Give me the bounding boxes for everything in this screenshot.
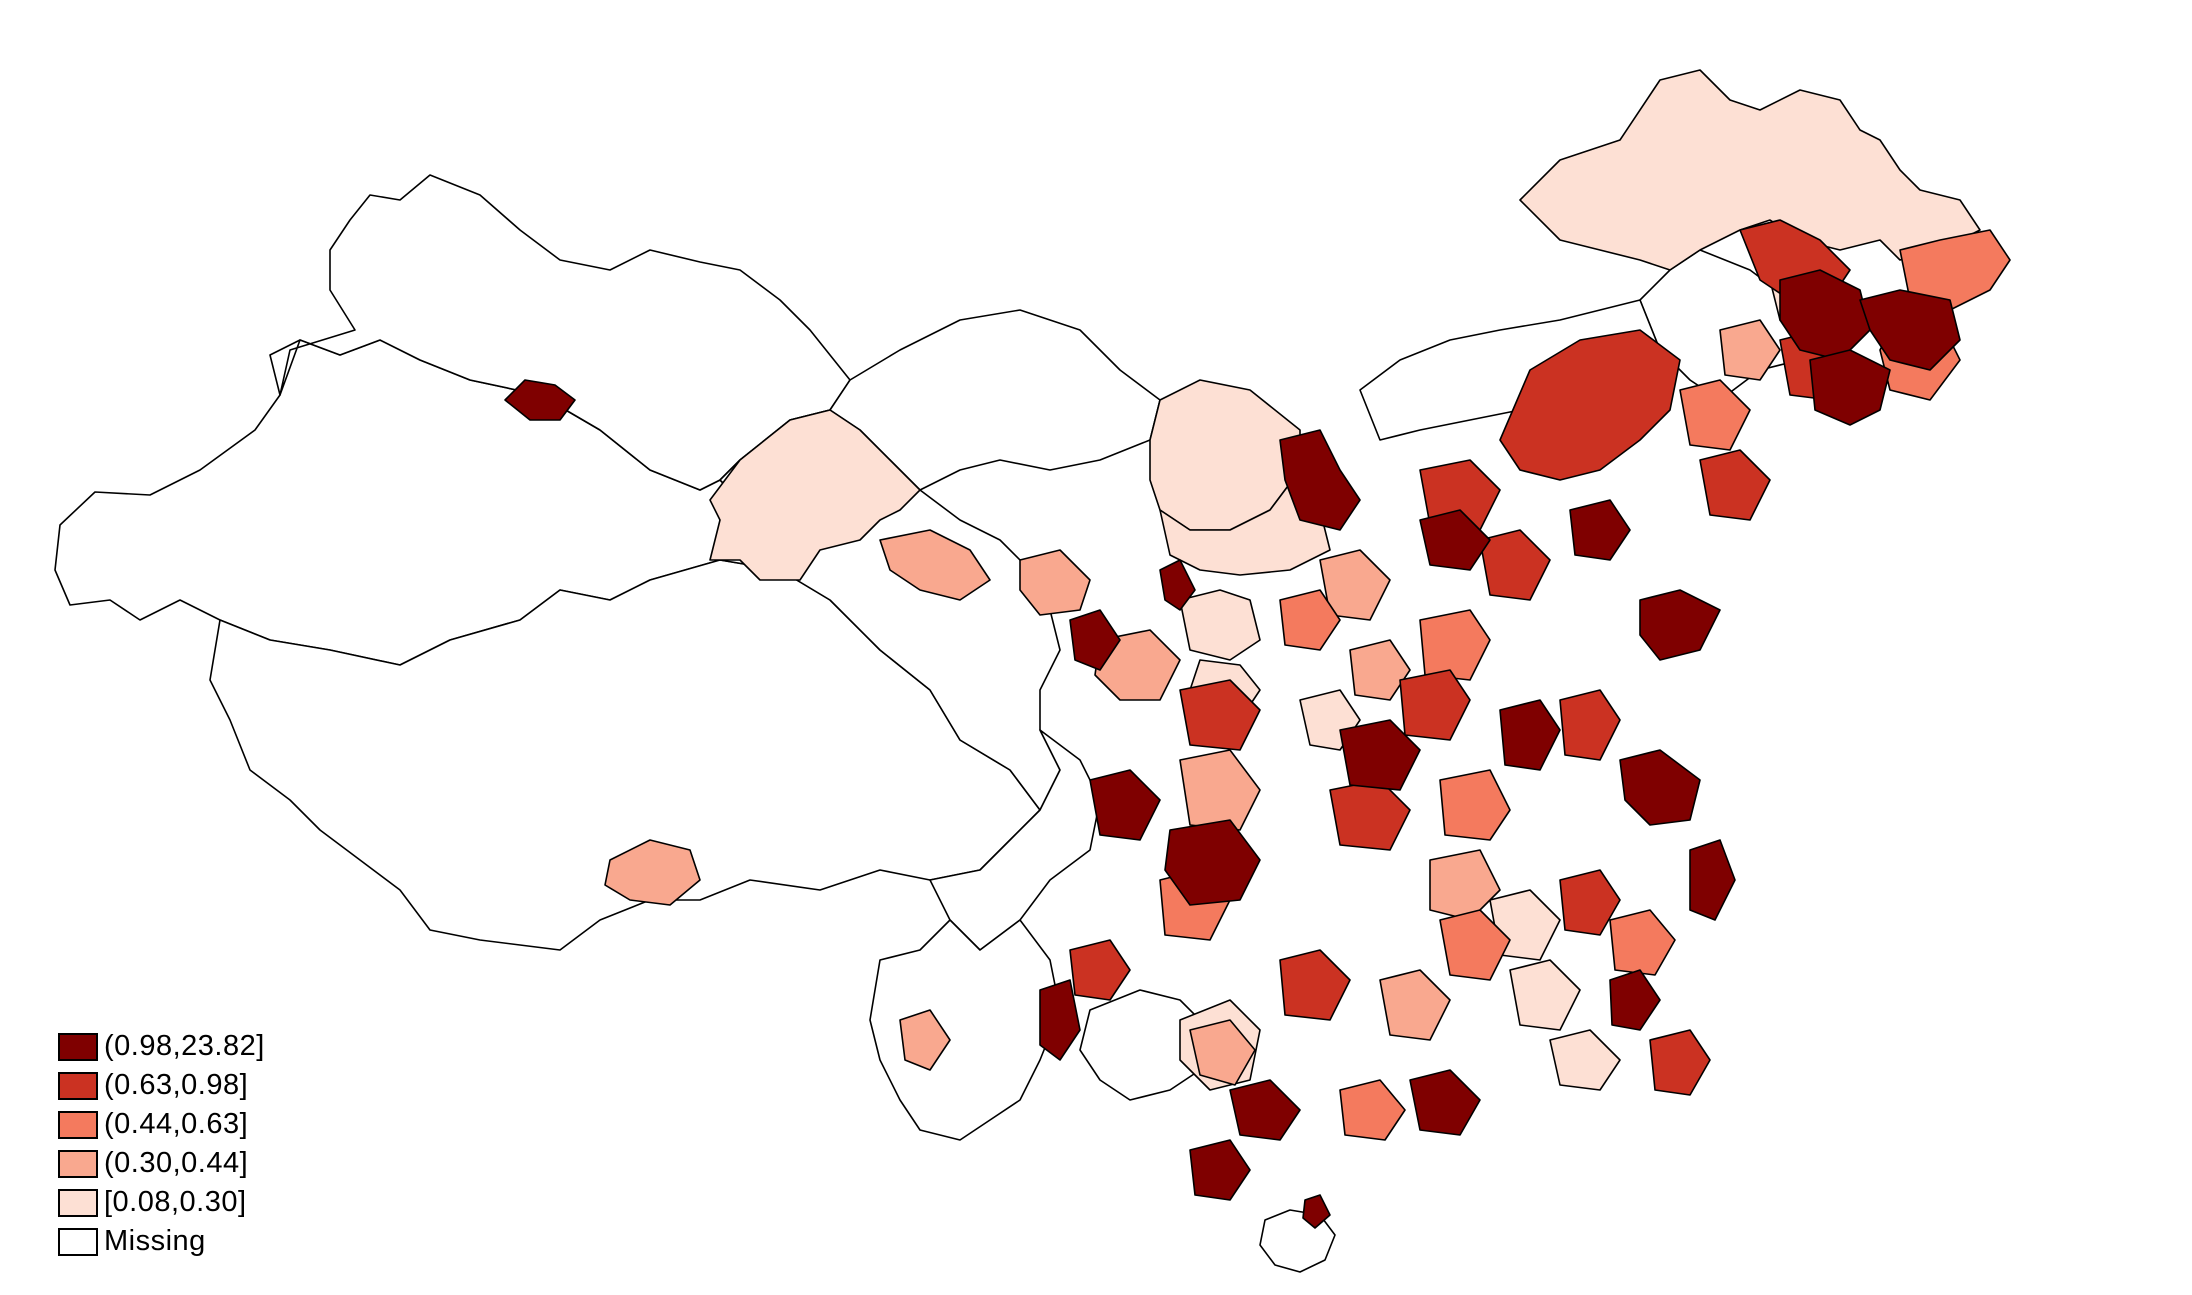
region-north-1-2 [1419, 509, 1491, 571]
region-south-light-4 [1549, 1029, 1621, 1091]
region-sichuan-1-1 [1089, 769, 1161, 841]
region-central-2-4 [1559, 689, 1621, 761]
region-south-2-2 [1559, 869, 1621, 936]
legend-label-class-3: (0.44,0.63] [104, 1108, 249, 1140]
legend-label-class-4: (0.30,0.44] [104, 1147, 249, 1179]
region-gansu-strip-1 [879, 529, 991, 601]
region-northeast-3-3 [1679, 379, 1751, 451]
region-central-2-1 [1179, 679, 1261, 751]
region-gansu-strip-2 [1019, 549, 1091, 616]
region-yunnan-4 [899, 1009, 951, 1071]
legend-item-class-1: (0.98,23.82] [58, 1027, 265, 1066]
region-south-3-2 [1609, 909, 1676, 976]
region-central-3-2 [1419, 609, 1491, 681]
region-gansu-1 [1069, 609, 1121, 671]
legend-item-missing: Missing [58, 1222, 265, 1261]
region-yunnan [869, 919, 1061, 1141]
region-south-4-1 [1189, 1019, 1256, 1086]
region-northeast-2-2 [1699, 449, 1771, 521]
region-north-1-1 [1279, 429, 1361, 531]
legend-label-class-1: (0.98,23.82] [104, 1030, 265, 1062]
map-legend: (0.98,23.82] (0.63,0.98] (0.44,0.63] (0.… [58, 1027, 265, 1261]
legend-swatch-class-4 [58, 1149, 98, 1178]
region-shanxi-1 [1159, 559, 1196, 611]
legend-label-class-5: [0.08,0.30] [104, 1186, 247, 1218]
legend-label-missing: Missing [104, 1225, 206, 1257]
region-south-light-3 [1509, 959, 1581, 1031]
legend-item-class-5: [0.08,0.30] [58, 1183, 265, 1222]
region-guangxi-1 [1189, 1139, 1251, 1201]
region-inner-mongolia-east [1499, 329, 1681, 481]
region-south-2-1 [1279, 949, 1351, 1021]
region-jilin-1 [1809, 349, 1891, 426]
region-inner-mongolia-mid [1159, 469, 1331, 576]
region-south-3-1 [1439, 909, 1511, 981]
legend-item-class-3: (0.44,0.63] [58, 1105, 265, 1144]
region-sichuan-1-2 [1164, 819, 1261, 906]
region-heilongjiang-1-1 [1779, 269, 1871, 361]
region-central-2-2 [1399, 669, 1471, 741]
region-central-4-4 [1179, 749, 1261, 831]
region-north-1-3 [1569, 499, 1631, 561]
region-south-2-3 [1649, 1029, 1711, 1096]
legend-swatch-missing [58, 1227, 98, 1256]
region-heilongjiang-1-2 [1859, 289, 1961, 371]
region-north-china-2-1 [1419, 459, 1501, 531]
region-central-1-1 [1339, 719, 1421, 791]
region-north-china-2-2 [1479, 529, 1551, 601]
class-4-regions [604, 319, 1781, 1086]
region-northeast-4 [1719, 319, 1781, 381]
missing-regions [54, 174, 1821, 1273]
region-heilongjiang-north [1519, 69, 1981, 271]
region-northwest [279, 174, 851, 491]
legend-swatch-class-3 [58, 1110, 98, 1139]
legend-item-class-2: (0.63,0.98] [58, 1066, 265, 1105]
region-zhejiang-1 [1689, 839, 1736, 921]
region-central-3-1 [1279, 589, 1341, 651]
region-central-4-1 [1094, 629, 1181, 701]
region-xinjiang-east [709, 409, 921, 581]
region-guangdong-1-1 [1229, 1079, 1301, 1141]
region-south-4-2 [1379, 969, 1451, 1041]
legend-label-class-2: (0.63,0.98] [104, 1069, 249, 1101]
region-guangxi-west [1079, 989, 1211, 1101]
region-yunnan-2 [1069, 939, 1131, 1001]
region-central-4-5 [1429, 849, 1501, 921]
legend-swatch-class-2 [58, 1071, 98, 1100]
region-xinjiang-north-1 [504, 379, 576, 421]
region-yunnan-1 [1039, 979, 1081, 1061]
region-hainan-north-1 [1302, 1194, 1331, 1229]
region-south-3-3 [1339, 1079, 1406, 1141]
legend-swatch-class-1 [58, 1032, 98, 1061]
legend-item-class-4: (0.30,0.44] [58, 1144, 265, 1183]
legend-swatch-class-5 [58, 1188, 98, 1217]
region-jiangsu-1 [1619, 749, 1701, 826]
region-central-3-4 [1439, 769, 1511, 841]
region-tibet-east [604, 839, 701, 906]
region-central-1-2 [1499, 699, 1561, 771]
region-guangdong-1-2 [1409, 1069, 1481, 1136]
region-shandong-1 [1639, 589, 1721, 661]
region-central-light-1 [1179, 589, 1261, 661]
class-1-regions [504, 269, 1961, 1229]
region-fujian-1 [1609, 969, 1661, 1031]
